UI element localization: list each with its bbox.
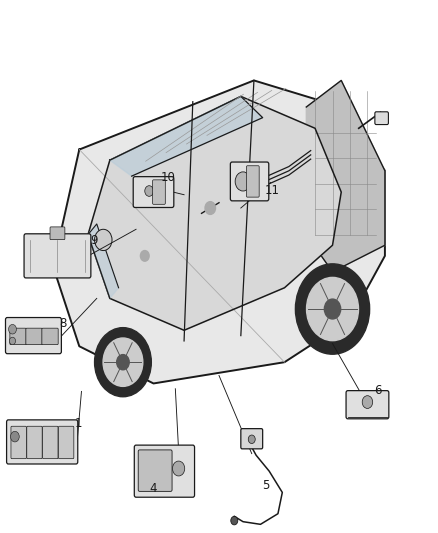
Polygon shape	[110, 96, 263, 176]
FancyBboxPatch shape	[50, 227, 65, 240]
Circle shape	[117, 354, 129, 370]
Text: 5: 5	[262, 479, 270, 492]
FancyBboxPatch shape	[230, 162, 269, 201]
Circle shape	[95, 229, 112, 251]
FancyBboxPatch shape	[241, 429, 263, 449]
FancyBboxPatch shape	[42, 328, 58, 345]
Circle shape	[325, 299, 341, 319]
Text: 1: 1	[74, 417, 82, 430]
Circle shape	[141, 251, 149, 261]
Polygon shape	[88, 96, 341, 330]
Circle shape	[205, 201, 215, 214]
Text: 11: 11	[265, 184, 280, 197]
Text: 4: 4	[150, 482, 157, 495]
FancyBboxPatch shape	[133, 176, 174, 207]
FancyBboxPatch shape	[11, 426, 26, 459]
Polygon shape	[306, 80, 385, 272]
FancyBboxPatch shape	[10, 328, 26, 345]
Polygon shape	[88, 224, 119, 298]
Circle shape	[9, 325, 16, 334]
FancyBboxPatch shape	[152, 180, 165, 204]
Circle shape	[103, 338, 143, 386]
FancyBboxPatch shape	[247, 166, 259, 197]
Circle shape	[11, 431, 19, 442]
FancyBboxPatch shape	[7, 420, 78, 464]
Circle shape	[231, 516, 238, 525]
Circle shape	[295, 264, 370, 354]
Circle shape	[235, 172, 251, 191]
Circle shape	[145, 185, 153, 196]
Polygon shape	[53, 80, 385, 383]
FancyBboxPatch shape	[375, 112, 389, 125]
FancyBboxPatch shape	[346, 391, 389, 419]
FancyBboxPatch shape	[134, 445, 194, 497]
Circle shape	[10, 337, 15, 345]
Text: 9: 9	[90, 235, 97, 247]
FancyBboxPatch shape	[27, 426, 42, 459]
Circle shape	[362, 395, 373, 408]
FancyBboxPatch shape	[26, 328, 42, 345]
Circle shape	[248, 435, 255, 443]
Text: 8: 8	[60, 317, 67, 330]
FancyBboxPatch shape	[42, 426, 58, 459]
Circle shape	[173, 461, 185, 476]
Circle shape	[95, 328, 151, 397]
Circle shape	[307, 277, 358, 341]
Text: 6: 6	[374, 384, 382, 397]
Text: 10: 10	[160, 171, 175, 184]
FancyBboxPatch shape	[138, 450, 172, 491]
FancyBboxPatch shape	[6, 318, 61, 354]
FancyBboxPatch shape	[24, 234, 91, 278]
FancyBboxPatch shape	[58, 426, 74, 459]
